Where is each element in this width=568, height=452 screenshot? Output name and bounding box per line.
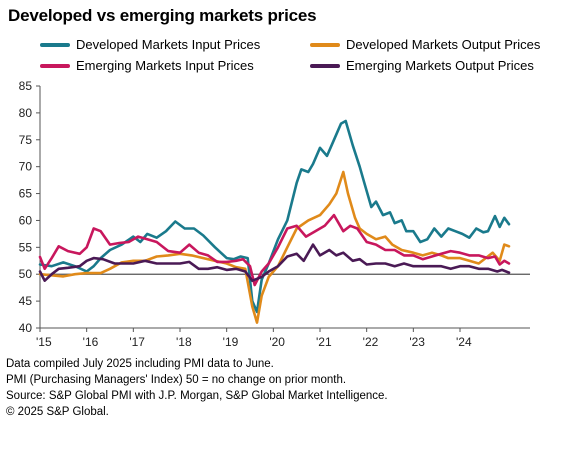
x-tick-label: '21 bbox=[316, 335, 332, 349]
x-tick-label: '16 bbox=[83, 335, 99, 349]
y-tick-label: 70 bbox=[19, 160, 33, 174]
legend-swatch bbox=[310, 42, 340, 47]
note-line: Source: S&P Global PMI with J.P. Morgan,… bbox=[6, 390, 388, 402]
x-tick-label: '17 bbox=[129, 335, 145, 349]
y-tick-label: 65 bbox=[19, 187, 33, 201]
line-chart: 40 45 50 55 60 65 70 75 80 85 '15 '16 '17 '18 '19 '20 '2… bbox=[19, 79, 530, 349]
legend-swatch bbox=[310, 63, 340, 68]
series-line-1 bbox=[38, 170, 511, 324]
y-tick-label: 45 bbox=[19, 294, 33, 308]
y-tick-label: 60 bbox=[19, 213, 33, 227]
legend-label: Emerging Markets Output Prices bbox=[346, 58, 534, 73]
legend-swatch bbox=[40, 42, 70, 47]
x-tick-label: '15 bbox=[36, 335, 52, 349]
series-line-2 bbox=[38, 213, 511, 287]
legend-item-em-input: Emerging Markets Input Prices bbox=[40, 58, 254, 73]
y-tick-label: 75 bbox=[19, 133, 33, 147]
legend-item-dm-output: Developed Markets Output Prices bbox=[310, 37, 540, 52]
series-line-0 bbox=[38, 119, 511, 314]
x-tick-label: '18 bbox=[176, 335, 192, 349]
legend-label: Emerging Markets Input Prices bbox=[76, 58, 254, 73]
legend-label: Developed Markets Input Prices bbox=[76, 37, 261, 52]
y-tick-label: 85 bbox=[19, 79, 33, 93]
note-line: PMI (Purchasing Managers' Index) 50 = no… bbox=[6, 374, 347, 386]
y-tick-label: 80 bbox=[19, 106, 33, 120]
chart-notes: Data compiled July 2025 including PMI da… bbox=[6, 356, 388, 420]
chart-title: Developed vs emerging markets prices bbox=[8, 6, 317, 25]
note-line: Data compiled July 2025 including PMI da… bbox=[6, 358, 274, 370]
legend-item-dm-input: Developed Markets Input Prices bbox=[40, 37, 260, 52]
x-tick-label: '23 bbox=[409, 335, 425, 349]
x-tick-label: '22 bbox=[363, 335, 379, 349]
y-tick-label: 50 bbox=[19, 267, 33, 281]
legend-swatch bbox=[40, 63, 70, 68]
y-tick-label: 40 bbox=[19, 321, 33, 335]
series-line-3 bbox=[38, 243, 511, 282]
note-line: © 2025 S&P Global. bbox=[6, 406, 109, 418]
x-tick-label: '20 bbox=[269, 335, 285, 349]
x-tick-label: '19 bbox=[223, 335, 239, 349]
x-tick-label: '24 bbox=[456, 335, 472, 349]
legend-label: Developed Markets Output Prices bbox=[346, 37, 541, 52]
y-tick-label: 55 bbox=[19, 240, 33, 254]
legend-item-em-output: Emerging Markets Output Prices bbox=[310, 58, 534, 73]
